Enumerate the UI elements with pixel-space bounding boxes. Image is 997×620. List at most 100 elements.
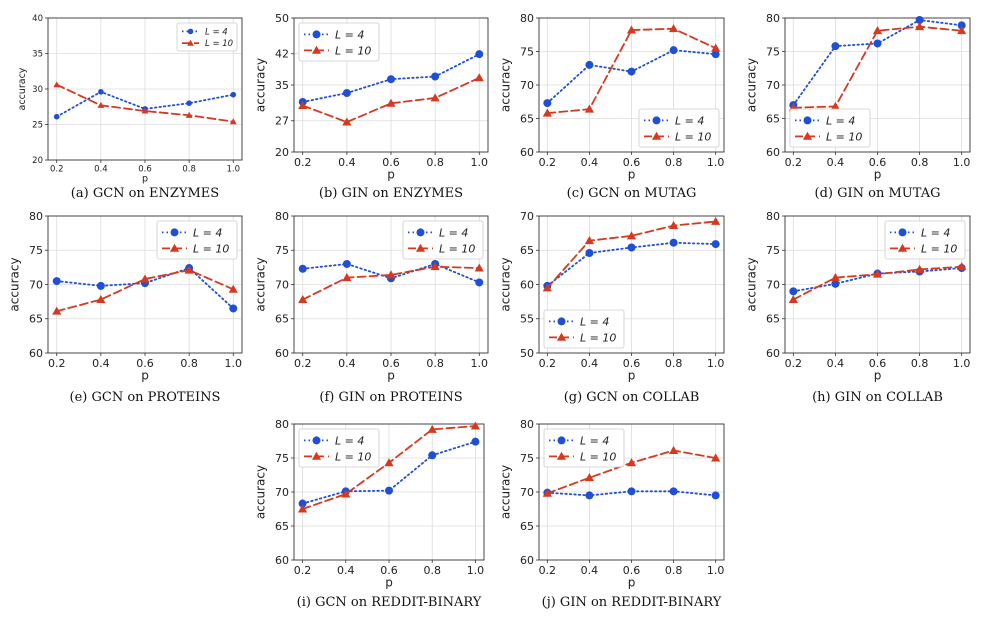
y-tick-label: 65 (766, 313, 780, 326)
y-tick-label: 35 (32, 50, 43, 60)
data-point (97, 101, 105, 108)
legend-label: L = 4 (826, 114, 855, 127)
data-point (386, 98, 396, 107)
panel-caption: (g) GCN on COLLAB (564, 390, 700, 405)
panel-caption: (a) GCN on ENZYMES (71, 186, 219, 201)
x-axis-label: p (874, 369, 882, 383)
legend: L = 4 L = 10 (884, 220, 966, 260)
x-tick-label: 0.2 (539, 564, 557, 577)
legend-label: L = 4 (580, 315, 609, 328)
y-tick-label: 75 (766, 45, 780, 58)
x-axis-label: p (141, 369, 149, 383)
data-point (141, 107, 149, 114)
x-tick-label: 0.2 (294, 357, 312, 370)
legend-marker (312, 436, 321, 445)
y-axis-label: accuracy (253, 465, 267, 519)
data-point (711, 240, 720, 249)
data-point (342, 89, 351, 98)
x-tick-label: 0.6 (138, 165, 152, 175)
data-point (669, 46, 678, 55)
legend-label: L = 4 (205, 27, 228, 37)
y-tick-label: 70 (275, 278, 289, 291)
y-tick-label: 60 (275, 554, 289, 567)
y-tick-label: 70 (520, 79, 534, 92)
legend-marker (897, 243, 908, 252)
y-tick-label: 70 (520, 486, 534, 499)
series-line (55, 269, 235, 313)
data-point (627, 67, 636, 76)
data-point (915, 16, 924, 25)
y-tick-label: 80 (766, 210, 780, 223)
legend-label: L = 4 (193, 226, 222, 239)
legend: L = 4 L = 10 (402, 220, 484, 260)
y-tick-label: 80 (275, 210, 289, 223)
y-tick-label: 80 (275, 418, 289, 431)
x-tick-label: 0.2 (294, 156, 312, 169)
data-point (428, 451, 437, 460)
x-tick-label: 0.6 (869, 357, 887, 370)
data-point (584, 236, 595, 245)
data-point (711, 453, 721, 462)
x-tick-label: 0.4 (338, 357, 356, 370)
legend-label: L = 4 (580, 434, 609, 447)
legend-label: L = 10 (826, 130, 862, 143)
x-tick-label: 1.0 (707, 564, 725, 577)
data-point (297, 504, 308, 513)
data-point (669, 487, 678, 496)
legend-label: L = 4 (335, 28, 364, 41)
y-tick-label: 65 (766, 112, 780, 125)
data-point (427, 424, 437, 433)
data-point (52, 306, 62, 315)
y-axis-label: accuracy (7, 257, 21, 311)
x-tick-label: 0.6 (380, 564, 398, 577)
x-tick-label: 0.6 (623, 156, 641, 169)
x-tick-label: 1.0 (471, 357, 489, 370)
series-line (301, 440, 477, 505)
y-tick-label: 70 (29, 278, 43, 291)
data-point (471, 437, 480, 446)
legend-marker (652, 116, 661, 125)
legend: L = 4 L = 10 (543, 428, 625, 468)
data-point (229, 118, 237, 125)
x-tick-label: 0.6 (136, 357, 154, 370)
data-point (627, 243, 636, 252)
x-tick-label: 1.0 (467, 564, 485, 577)
x-tick-label: 0.6 (382, 357, 400, 370)
series-line (301, 76, 481, 124)
y-tick-label: 70 (520, 210, 534, 223)
data-point (386, 270, 396, 279)
y-tick-label: 60 (275, 347, 289, 360)
x-tick-label: 0.4 (581, 357, 599, 370)
x-tick-label: 0.4 (338, 156, 356, 169)
data-point (711, 43, 721, 52)
x-tick-label: 0.4 (92, 357, 110, 370)
legend-label: L = 4 (439, 226, 468, 239)
y-tick-label: 80 (520, 12, 534, 25)
y-tick-label: 27 (275, 115, 289, 128)
y-tick-label: 75 (275, 452, 289, 465)
legend-marker (651, 131, 662, 140)
y-tick-label: 50 (520, 347, 534, 360)
series-line (546, 220, 717, 289)
x-tick-label: 0.8 (665, 156, 683, 169)
legend-label: L = 4 (921, 226, 950, 239)
data-point (585, 60, 594, 69)
x-tick-label: 0.6 (869, 156, 887, 169)
data-point (186, 100, 192, 106)
y-tick-label: 50 (275, 12, 289, 25)
y-tick-label: 75 (29, 244, 43, 257)
panel-caption: (h) GIN on COLLAB (812, 390, 943, 405)
legend-label: L = 10 (335, 44, 371, 57)
data-point (626, 231, 637, 240)
data-point (98, 89, 104, 95)
data-point (184, 265, 194, 274)
panel-caption: (e) GCN on PROTEINS (70, 390, 221, 405)
legend-label: L = 10 (439, 242, 475, 255)
data-point (957, 26, 967, 35)
data-point (668, 445, 679, 454)
x-tick-label: 0.4 (827, 357, 845, 370)
y-tick-label: 65 (520, 244, 534, 257)
